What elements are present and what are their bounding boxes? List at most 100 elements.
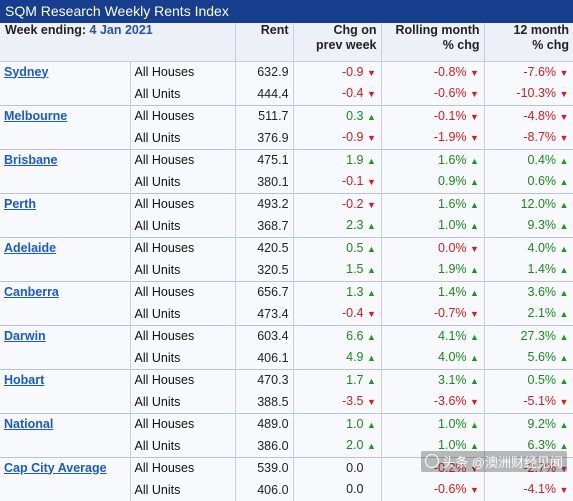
up-arrow-icon: ▲ [470, 375, 479, 386]
week-ending-label: Week ending: [5, 23, 87, 37]
blank-arrow-icon: ▲ [367, 459, 377, 480]
up-arrow-icon: ▲ [470, 419, 479, 430]
rolling-month-value: 4.0% [438, 350, 467, 364]
rolling-month-value: -0.6% [433, 86, 467, 100]
twelve-month-value-cell: -8.7% ▼ [484, 127, 573, 149]
table-row: All Units 388.5 -3.5 ▼ -3.6% ▼ -5.1% ▼ [0, 391, 573, 413]
rents-table: Week ending: 4 Jan 2021 Rent Chg on prev … [0, 23, 573, 501]
chg-prev-week-value-cell: 1.9 ▲ [293, 148, 382, 171]
table-row: Darwin All Houses 603.4 6.6 ▲ 4.1% ▲ 27.3% ▲ [0, 324, 573, 369]
up-arrow-icon: ▲ [367, 287, 376, 298]
twelve-month-value: 3.6% [527, 284, 557, 299]
chg-prev-week-value: -0.2 [341, 196, 364, 211]
up-arrow-icon: ▲ [470, 265, 479, 275]
chg-prev-week-value-cell: 4.9 ▲ [293, 347, 382, 369]
property-type: All Houses [130, 192, 236, 215]
property-type: All Units [130, 83, 236, 105]
chg-prev-week-value-cell: -0.2 ▼ [293, 192, 382, 215]
down-arrow-icon: ▼ [367, 397, 376, 407]
city-link[interactable]: Hobart [0, 368, 131, 413]
property-type: All Units [130, 347, 236, 369]
twelve-month-value: 4.0% [527, 240, 557, 255]
up-arrow-icon: ▲ [559, 331, 569, 342]
twelve-month-value: 9.3% [527, 218, 557, 232]
table-row: All Units 380.1 -0.1 ▼ 0.9% ▲ 0.6% ▲ [0, 171, 573, 193]
city-link[interactable]: Brisbane [0, 148, 131, 193]
property-type: All Houses [130, 148, 236, 171]
chg-prev-week-value: 1.7 [346, 372, 364, 387]
down-arrow-icon: ▼ [470, 133, 479, 143]
twelve-month-value-cell: -7.6% ▼ [484, 60, 573, 83]
city-link[interactable]: Darwin [0, 324, 131, 369]
chg-prev-week-value: 0.5 [346, 240, 364, 255]
down-arrow-icon: ▼ [470, 397, 479, 407]
rolling-month-value: -0.7% [433, 306, 467, 320]
rolling-month-value: 1.9% [438, 262, 467, 276]
table-row: Perth All Houses 493.2 -0.2 ▼ 1.6% ▲ 12.0% ▲ [0, 192, 573, 237]
chg-prev-week-value-cell: -3.5 ▼ [293, 391, 382, 413]
down-arrow-icon: ▼ [470, 309, 479, 319]
rolling-month-value: -0.6% [433, 482, 467, 496]
chg-prev-week-value: 2.0 [346, 438, 364, 452]
up-arrow-icon: ▲ [470, 331, 479, 342]
twelve-month-value: -4.1% [523, 482, 557, 496]
up-arrow-icon: ▲ [367, 353, 376, 363]
rolling-month-value-cell: -1.9% ▼ [381, 127, 485, 149]
city-link[interactable]: Perth [0, 192, 131, 237]
table-row: Sydney All Houses 632.9 -0.9 ▼ -0.8% ▼ -7.6% ▼ [0, 60, 573, 105]
twelve-month-column-header: 12 month% chg [484, 23, 573, 62]
up-arrow-icon: ▲ [559, 419, 569, 430]
twelve-month-value: 0.6% [527, 174, 557, 188]
chg-prev-week-value: -0.4 [341, 306, 364, 320]
chg-prev-week-value-cell: 0.3 ▲ [293, 104, 382, 127]
table-row: All Units 320.5 1.5 ▲ 1.9% ▲ 1.4% ▲ [0, 259, 573, 281]
rent-value: 493.2 [235, 192, 294, 215]
chg-prev-week-value: 1.9 [346, 152, 364, 167]
up-arrow-icon: ▲ [559, 155, 569, 166]
rolling-month-value: 1.0% [438, 416, 467, 431]
chg-prev-week-value: 0.3 [346, 108, 364, 123]
city-link[interactable]: Cap City Average [0, 456, 131, 501]
rolling-month-value-cell: 0.9% ▲ [381, 171, 485, 193]
rolling-month-value: -1.9% [433, 130, 467, 144]
property-type: All Units [130, 391, 236, 413]
rent-column-header: Rent [235, 23, 294, 62]
chg-prev-week-value: -0.9 [341, 130, 364, 144]
up-arrow-icon: ▲ [559, 221, 569, 231]
rent-value: 376.9 [235, 127, 294, 149]
chg-prev-week-value: -0.1 [341, 174, 364, 188]
up-arrow-icon: ▲ [470, 155, 479, 166]
city-link[interactable]: Sydney [0, 60, 131, 105]
rent-value: 511.7 [235, 104, 294, 127]
city-link[interactable]: National [0, 412, 131, 457]
rent-value: 420.5 [235, 236, 294, 259]
rolling-month-value: 4.1% [438, 328, 467, 343]
down-arrow-icon: ▼ [559, 485, 569, 495]
down-arrow-icon: ▼ [367, 67, 376, 78]
table-row: Canberra All Houses 656.7 1.3 ▲ 1.4% ▲ 3.6% ▲ [0, 280, 573, 325]
up-arrow-icon: ▲ [470, 287, 479, 298]
up-arrow-icon: ▲ [559, 287, 569, 298]
twelve-month-value-cell: 0.5% ▲ [484, 368, 573, 391]
city-link[interactable]: Melbourne [0, 104, 131, 149]
city-link[interactable]: Canberra [0, 280, 131, 325]
property-type: All Houses [130, 368, 236, 391]
rent-value: 368.7 [235, 215, 294, 237]
table-row: All Units 444.4 -0.4 ▼ -0.6% ▼ -10.3% ▼ [0, 83, 573, 105]
property-type: All Houses [130, 60, 236, 83]
rolling-month-value-cell: 4.1% ▲ [381, 324, 485, 347]
chg-prev-week-value-cell: 1.7 ▲ [293, 368, 382, 391]
up-arrow-icon: ▲ [559, 265, 569, 275]
property-type: All Units [130, 479, 236, 501]
property-type: All Houses [130, 104, 236, 127]
city-link[interactable]: Adelaide [0, 236, 131, 281]
rent-value: 386.0 [235, 435, 294, 457]
rolling-month-value-cell: 1.9% ▲ [381, 259, 485, 281]
table-row: All Units 376.9 -0.9 ▼ -1.9% ▼ -8.7% ▼ [0, 127, 573, 149]
chg-prev-week-value-cell: 2.3 ▲ [293, 215, 382, 237]
up-arrow-icon: ▲ [367, 265, 376, 275]
up-arrow-icon: ▲ [559, 309, 569, 319]
rent-value: 444.4 [235, 83, 294, 105]
table-row: All Units 386.0 2.0 ▲ 1.0% ▲ 6.3% ▲ [0, 435, 573, 457]
twelve-month-value: 6.3% [527, 438, 557, 452]
